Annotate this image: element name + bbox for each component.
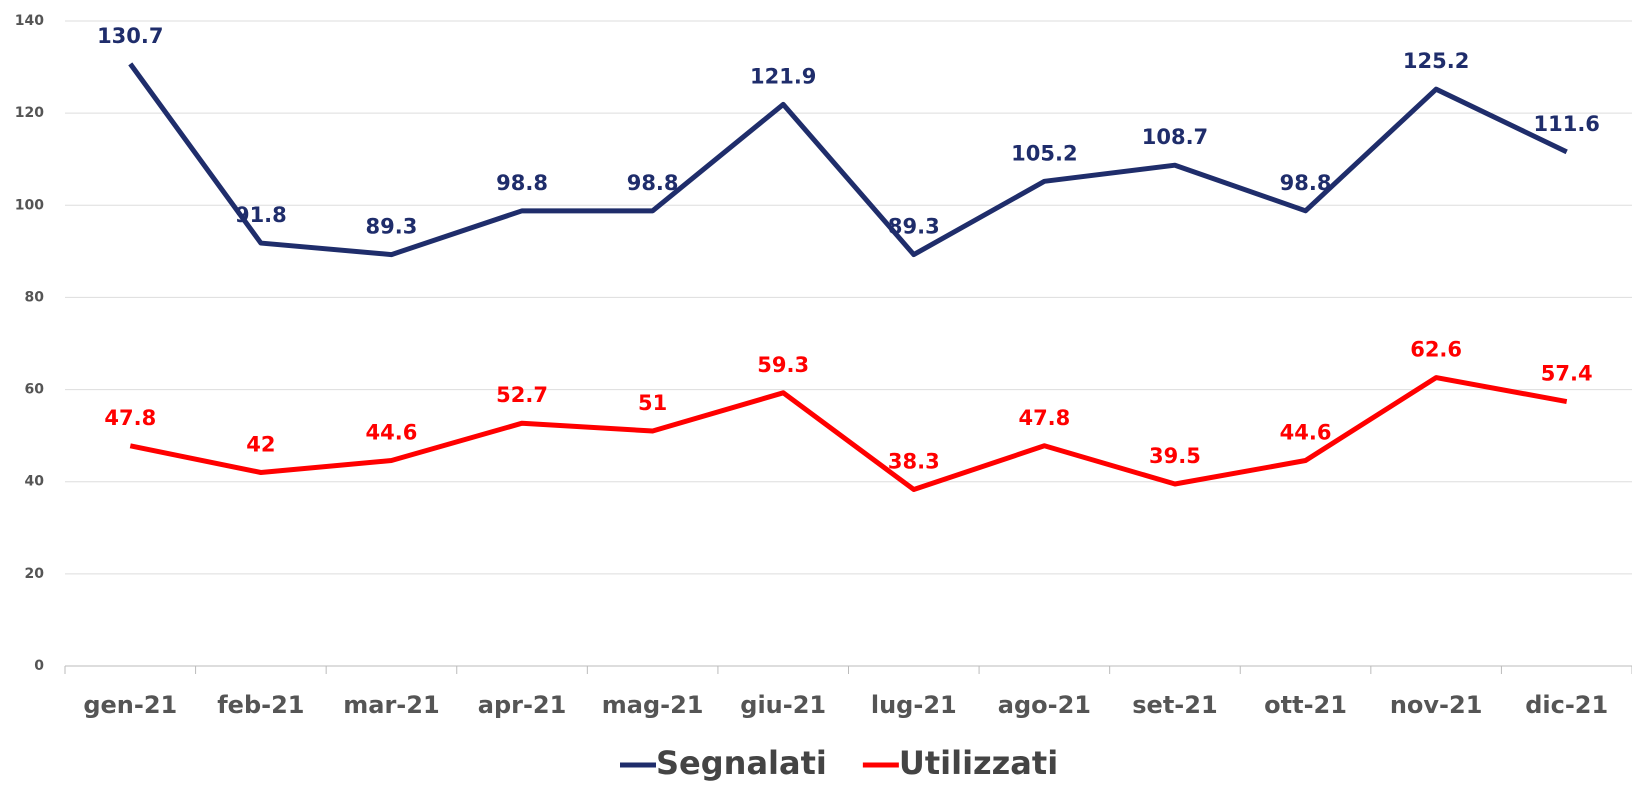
data-label: 91.8 bbox=[235, 203, 287, 227]
y-tick-label: 140 bbox=[15, 13, 44, 29]
x-tick-label: gen-21 bbox=[83, 691, 177, 719]
x-tick-label: mag-21 bbox=[602, 691, 704, 719]
data-label: 108.7 bbox=[1142, 125, 1208, 149]
data-label: 39.5 bbox=[1149, 444, 1201, 468]
y-tick-label: 20 bbox=[25, 566, 45, 582]
series-line bbox=[128, 62, 1568, 258]
data-label: 62.6 bbox=[1410, 338, 1462, 362]
legend-label: Utilizzati bbox=[899, 744, 1058, 782]
y-tick-label: 100 bbox=[15, 197, 44, 213]
data-label: 89.3 bbox=[366, 215, 418, 239]
y-tick-label: 40 bbox=[25, 474, 45, 490]
x-tick-label: nov-21 bbox=[1390, 691, 1483, 719]
data-label: 47.8 bbox=[104, 406, 156, 430]
data-label: 57.4 bbox=[1541, 362, 1593, 386]
data-label: 111.6 bbox=[1533, 112, 1599, 136]
data-label: 52.7 bbox=[496, 383, 548, 407]
legend-label: Segnalati bbox=[656, 744, 827, 782]
data-label: 130.7 bbox=[97, 24, 163, 48]
y-tick-label: 80 bbox=[25, 289, 45, 305]
data-label: 47.8 bbox=[1018, 406, 1070, 430]
data-label: 44.6 bbox=[366, 421, 418, 445]
x-tick-label: set-21 bbox=[1132, 691, 1217, 719]
x-tick-label: apr-21 bbox=[478, 691, 567, 719]
data-label: 98.8 bbox=[627, 171, 679, 195]
data-label: 98.8 bbox=[1280, 171, 1332, 195]
data-label: 44.6 bbox=[1280, 421, 1332, 445]
y-tick-label: 120 bbox=[15, 105, 44, 121]
data-label: 89.3 bbox=[888, 215, 940, 239]
data-label: 121.9 bbox=[750, 64, 816, 88]
y-tick-label: 0 bbox=[34, 658, 44, 674]
data-label: 38.3 bbox=[888, 450, 940, 474]
x-tick-label: mar-21 bbox=[343, 691, 439, 719]
data-label: 59.3 bbox=[757, 353, 809, 377]
data-label: 51 bbox=[638, 391, 667, 415]
data-label: 105.2 bbox=[1011, 141, 1077, 165]
x-tick-label: lug-21 bbox=[871, 691, 957, 719]
x-tick-label: dic-21 bbox=[1525, 691, 1608, 719]
series-line bbox=[129, 375, 1568, 493]
x-tick-label: giu-21 bbox=[740, 691, 826, 719]
x-tick-label: ott-21 bbox=[1264, 691, 1347, 719]
data-label: 42 bbox=[246, 433, 275, 457]
data-label: 98.8 bbox=[496, 171, 548, 195]
data-label: 125.2 bbox=[1403, 49, 1469, 73]
y-tick-label: 60 bbox=[25, 382, 45, 398]
x-tick-label: feb-21 bbox=[217, 691, 304, 719]
x-tick-label: ago-21 bbox=[998, 691, 1091, 719]
